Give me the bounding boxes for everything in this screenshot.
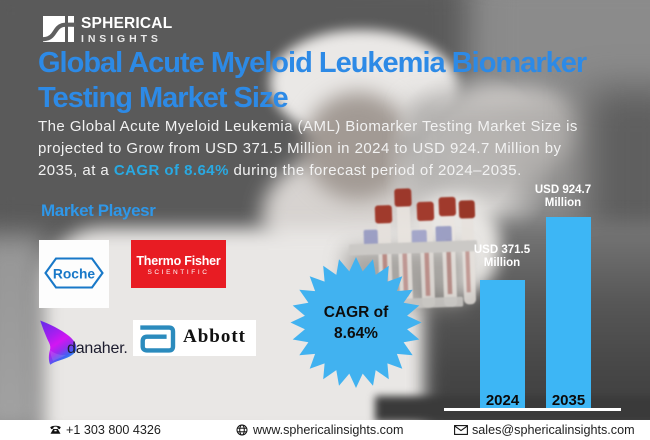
svg-text:INSIGHTS: INSIGHTS — [81, 33, 162, 43]
svg-text:Roche: Roche — [53, 267, 95, 282]
svg-text:SPHERICAL: SPHERICAL — [81, 15, 172, 32]
